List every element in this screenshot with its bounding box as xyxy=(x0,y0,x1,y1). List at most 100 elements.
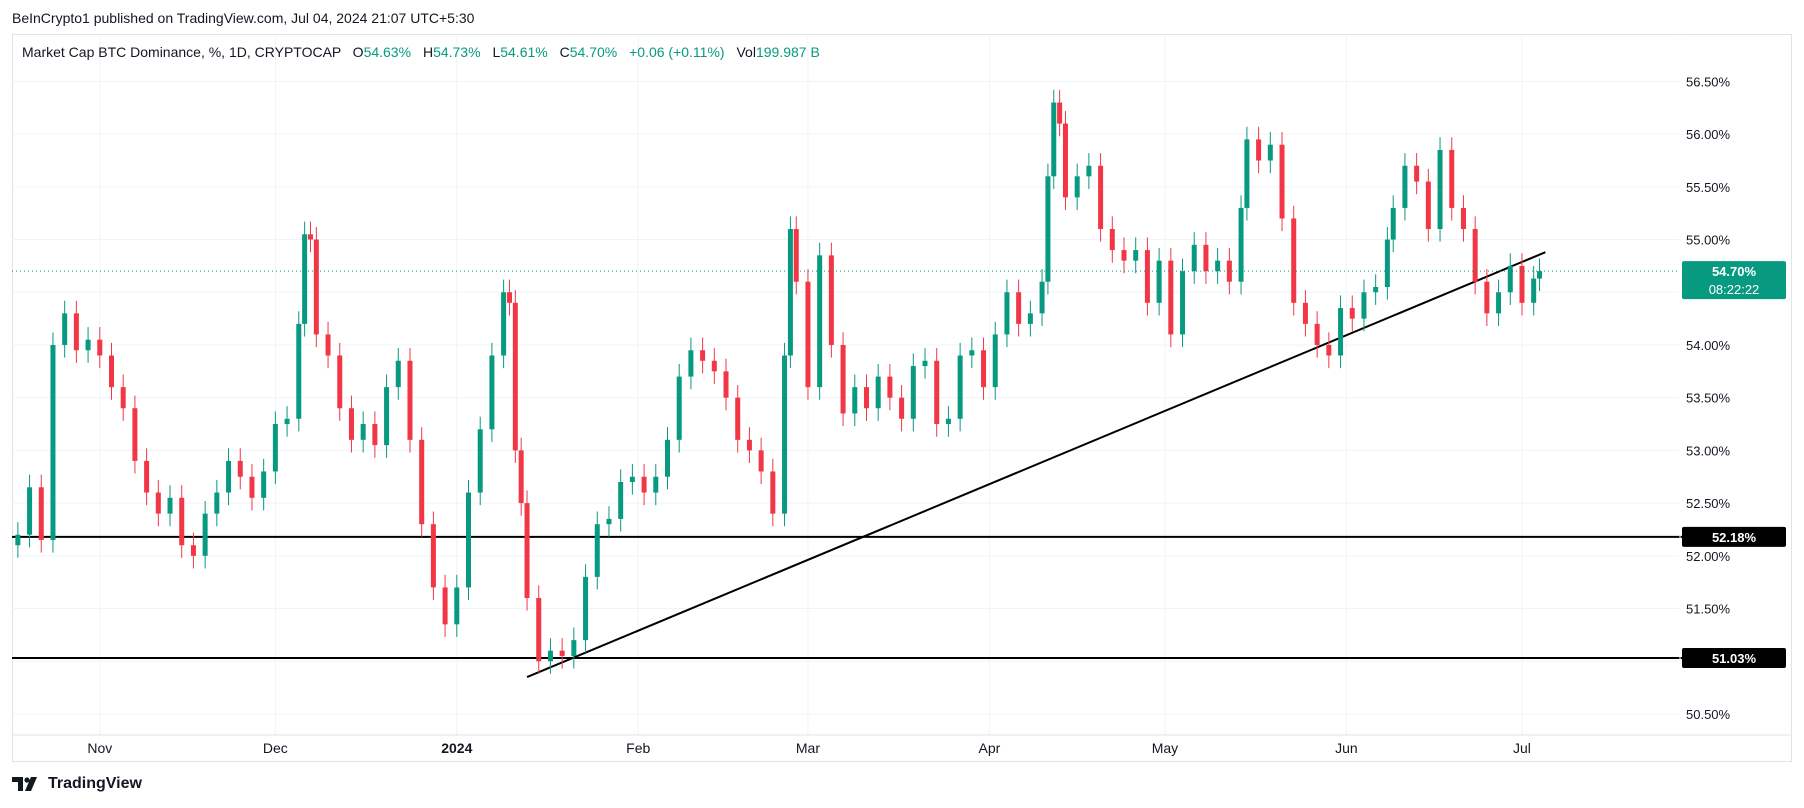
price-tag-label: 54.70% xyxy=(1712,264,1757,279)
candle-body xyxy=(1414,165,1420,182)
candle-body xyxy=(1133,250,1139,261)
candle-body xyxy=(992,334,998,388)
candle-body xyxy=(1537,271,1543,279)
candle-body xyxy=(817,255,823,388)
legend-close-label: C xyxy=(559,44,570,60)
x-tick-label: Mar xyxy=(796,740,820,756)
candle-body xyxy=(664,439,670,477)
candle-body xyxy=(1425,181,1431,230)
candle-body xyxy=(202,513,208,556)
candle-body xyxy=(477,429,483,493)
candle-body xyxy=(395,360,401,388)
candle-body xyxy=(313,239,319,335)
candle-body xyxy=(214,492,220,514)
candle-body xyxy=(1203,244,1209,272)
candle-body xyxy=(1144,250,1150,303)
candle-body xyxy=(284,418,290,425)
legend-open-label: O xyxy=(352,44,364,60)
candle-body xyxy=(1326,344,1332,356)
legend-close-value: 54.70% xyxy=(569,44,618,60)
candle-body xyxy=(606,518,612,525)
x-tick-label: Feb xyxy=(626,740,650,756)
candle-body xyxy=(249,476,255,498)
candle-body xyxy=(1507,265,1513,293)
candle-body xyxy=(454,587,460,625)
candle-body xyxy=(1402,165,1408,208)
candle-body xyxy=(62,313,68,345)
candle-body xyxy=(957,355,963,419)
candle-body xyxy=(27,487,33,535)
y-tick-label: 56.00% xyxy=(1686,127,1731,142)
x-tick-label: 2024 xyxy=(441,740,472,756)
candle-body xyxy=(1291,218,1297,303)
candle-body xyxy=(910,366,916,419)
candle-body xyxy=(758,450,764,472)
candle-body xyxy=(360,424,366,440)
candle-body xyxy=(922,360,928,367)
candle-body xyxy=(899,397,905,419)
candle-body xyxy=(337,355,343,409)
candle-body xyxy=(1338,308,1344,356)
legend-volume-label: Vol xyxy=(736,44,756,60)
candle-body xyxy=(226,460,232,493)
candle-body xyxy=(1121,250,1127,261)
x-tick-label: Jun xyxy=(1335,740,1358,756)
x-tick-label: Nov xyxy=(87,740,112,756)
candle-body xyxy=(840,344,846,414)
candle-body xyxy=(594,524,600,577)
candle-body xyxy=(1016,292,1022,324)
candle-body xyxy=(782,355,788,514)
trendline xyxy=(526,251,1546,678)
candle-body xyxy=(296,323,302,419)
candle-body xyxy=(1180,271,1186,335)
candle-body xyxy=(190,545,196,556)
candle-body xyxy=(237,460,243,477)
chart-legend: Market Cap BTC Dominance, %, 1D, CRYPTOC… xyxy=(22,44,828,60)
candle-body xyxy=(167,497,173,514)
candle-body xyxy=(1472,229,1478,282)
candle-body xyxy=(571,640,577,656)
candle-body xyxy=(770,471,776,514)
candle-body xyxy=(97,339,103,356)
price-tag-bg xyxy=(1682,648,1786,669)
candle-body xyxy=(144,460,150,493)
candle-body xyxy=(1109,229,1115,251)
footer-brand[interactable]: TradingView xyxy=(12,775,142,793)
candle-body xyxy=(1039,281,1045,314)
candle-body xyxy=(132,408,138,461)
candle-body xyxy=(307,234,313,240)
candle-body xyxy=(372,424,378,446)
candle-body xyxy=(1226,260,1232,282)
candle-body xyxy=(653,476,659,493)
legend-low-label: L xyxy=(492,44,501,60)
candle-body xyxy=(73,313,79,351)
y-tick-label: 51.50% xyxy=(1686,602,1731,617)
footer-brand-label: TradingView xyxy=(48,775,142,792)
x-tick-label: May xyxy=(1152,740,1178,756)
y-tick-label: 52.00% xyxy=(1686,549,1731,564)
candle-body xyxy=(805,281,811,388)
candle-body xyxy=(536,597,542,662)
candle-body xyxy=(676,376,682,440)
candle-body xyxy=(50,344,56,540)
candle-body xyxy=(1027,313,1033,324)
x-tick-label: Jul xyxy=(1513,740,1531,756)
candle-body xyxy=(518,450,524,504)
candle-body xyxy=(1156,260,1162,303)
candle-body xyxy=(583,576,589,641)
candle-body xyxy=(407,360,413,440)
candle-body xyxy=(1168,260,1174,335)
candle-body xyxy=(641,476,647,493)
x-tick-label: Apr xyxy=(978,740,1000,756)
candle-body xyxy=(512,302,518,451)
candle-body xyxy=(618,482,624,519)
candle-body xyxy=(1244,139,1250,208)
candle-body xyxy=(735,397,741,440)
candle-body xyxy=(179,497,185,546)
candle-body xyxy=(787,229,793,356)
candle-body xyxy=(1460,207,1466,230)
candle-body xyxy=(863,387,869,409)
candle-body xyxy=(945,418,951,425)
candle-body xyxy=(384,387,390,446)
